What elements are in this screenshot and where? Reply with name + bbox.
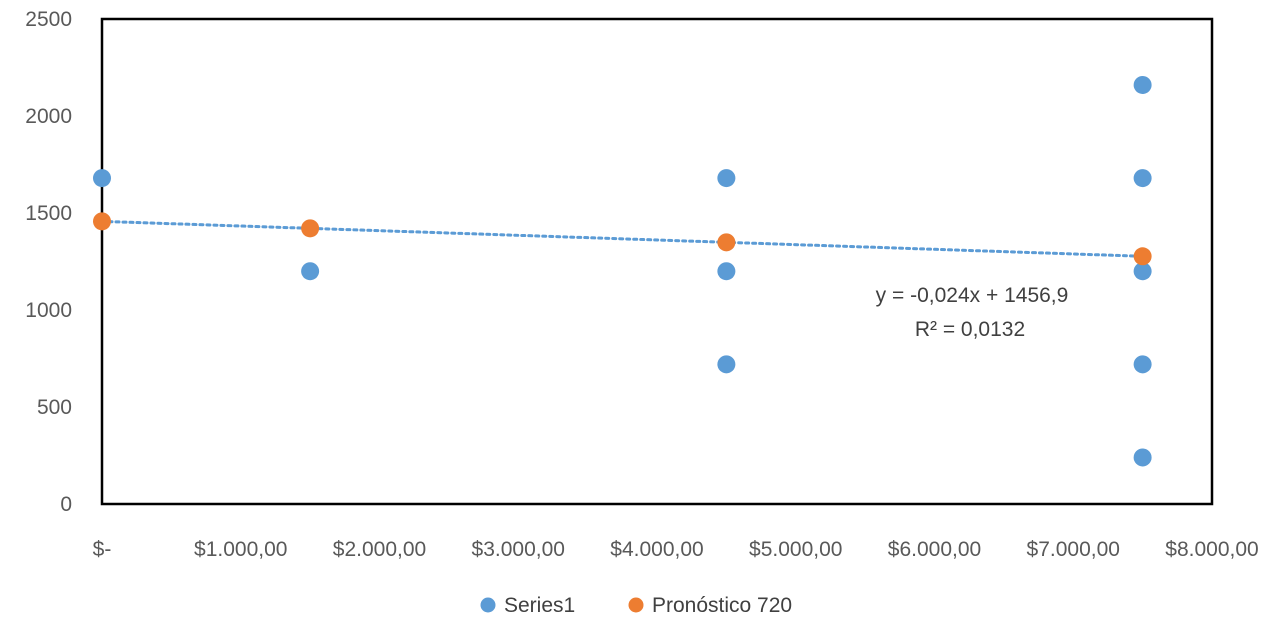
data-point <box>1133 75 1152 94</box>
x-tick-label: $2.000,00 <box>333 538 426 561</box>
data-points <box>93 75 1152 467</box>
x-tick-label: $8.000,00 <box>1165 538 1258 561</box>
x-tick-label: $6.000,00 <box>888 538 981 561</box>
y-tick-label: 500 <box>37 396 72 419</box>
legend-marker <box>480 597 496 613</box>
data-point <box>717 262 736 281</box>
data-point <box>1133 169 1152 188</box>
data-point <box>1133 448 1152 467</box>
y-tick-label: 2000 <box>25 105 72 128</box>
data-point <box>301 219 320 238</box>
plot-border <box>100 17 1214 506</box>
y-tick-label: 1000 <box>25 299 72 322</box>
x-tick-label: $1.000,00 <box>194 538 287 561</box>
x-tick-label: $4.000,00 <box>610 538 703 561</box>
y-tick-label: 2500 <box>25 8 72 31</box>
trendline-equation: y = -0,024x + 1456,9 R² = 0,0132 <box>876 284 1069 341</box>
data-point <box>717 355 736 374</box>
trendline-group <box>100 219 1145 258</box>
data-point <box>717 233 736 252</box>
series-2-points <box>93 212 1152 266</box>
x-axis-tick-labels: $- $1.000,00 $2.000,00 $3.000,00 $4.000,00 $5… <box>93 538 1259 561</box>
legend-marker <box>628 597 644 613</box>
data-point <box>1133 262 1152 281</box>
data-point <box>93 212 111 231</box>
x-tick-label: $3.000,00 <box>472 538 565 561</box>
y-axis-tick-labels: 0 500 1000 1500 2000 2500 <box>25 8 72 516</box>
legend: Series1 Pronóstico 720 <box>480 594 792 617</box>
plot-area <box>100 17 1214 506</box>
trendline <box>100 219 1145 258</box>
legend-label: Series1 <box>504 594 575 617</box>
data-point <box>717 169 736 188</box>
data-point <box>301 262 320 281</box>
y-tick-label: 1500 <box>25 202 72 225</box>
x-tick-label: $5.000,00 <box>749 538 842 561</box>
data-point <box>1133 247 1152 266</box>
x-tick-label: $- <box>93 538 112 561</box>
data-point <box>93 169 111 188</box>
data-point <box>1133 355 1152 374</box>
trendline-equation-label: y = -0,024x + 1456,9 <box>876 284 1069 307</box>
series-1-points <box>93 75 1152 467</box>
trendline-r2-label: R² = 0,0132 <box>915 318 1025 341</box>
x-tick-label: $7.000,00 <box>1027 538 1120 561</box>
y-tick-label: 0 <box>60 493 72 516</box>
legend-label: Pronóstico 720 <box>652 594 792 617</box>
